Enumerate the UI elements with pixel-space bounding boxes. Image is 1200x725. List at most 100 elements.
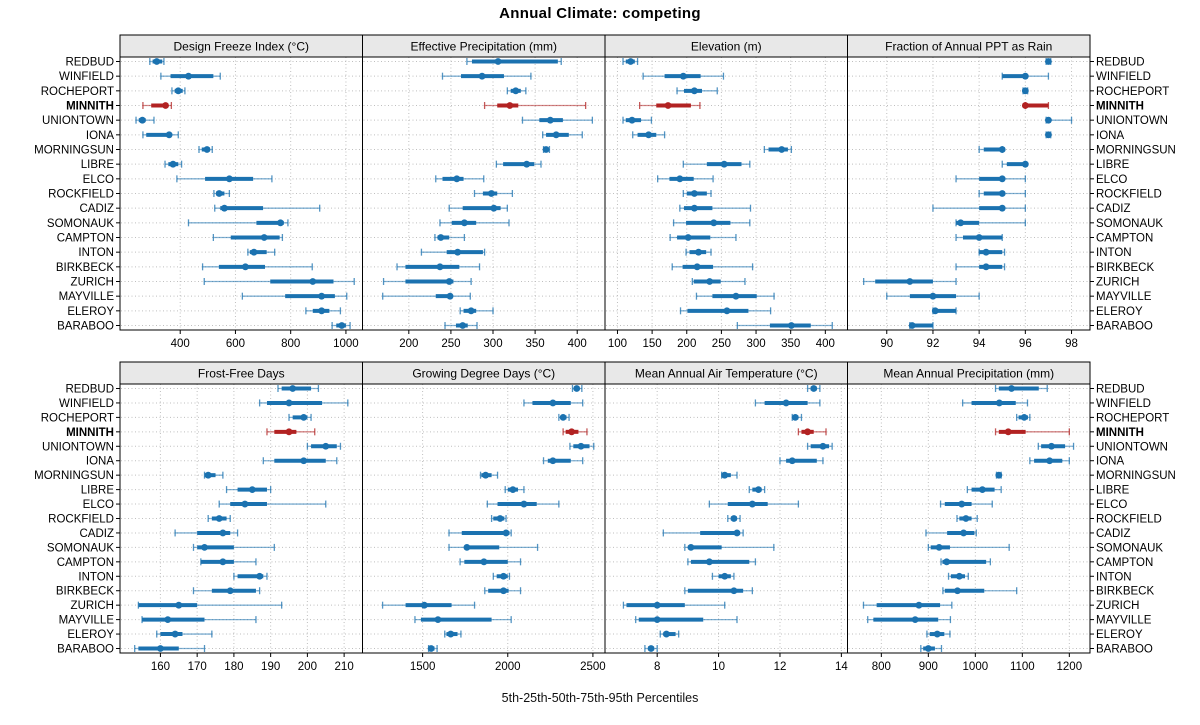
- median-dot: [1046, 457, 1053, 465]
- series-cadiz: [214, 204, 321, 212]
- median-dot: [955, 572, 963, 580]
- series-inton: [420, 248, 486, 256]
- median-dot: [720, 160, 728, 168]
- median-dot: [931, 307, 939, 315]
- x-tick-label: 800: [281, 338, 300, 350]
- median-dot: [153, 58, 161, 65]
- x-tick-label: 170: [188, 661, 207, 673]
- median-dot: [958, 500, 966, 508]
- panel-design-freeze-index-c: Design Freeze Index (°C) 400 600 800 1000: [119, 34, 363, 350]
- series-minnith: [483, 102, 587, 109]
- median-dot: [219, 529, 227, 537]
- median-dot: [577, 442, 585, 450]
- median-dot: [221, 204, 228, 212]
- station-label-left: REDBUD: [65, 384, 114, 396]
- median-dot: [204, 471, 212, 479]
- series-eleroy: [926, 630, 951, 638]
- median-dot: [787, 322, 795, 329]
- series-cadiz: [448, 529, 512, 537]
- series-campton: [687, 558, 757, 566]
- series-zurich: [381, 601, 476, 609]
- x-tick-label: 8: [654, 661, 660, 673]
- station-label-right: BARABOO: [1096, 644, 1153, 656]
- station-label-left: CAMPTON: [57, 557, 114, 569]
- median-dot: [185, 72, 192, 80]
- station-label-left: UNIONTOWN: [42, 441, 114, 453]
- series-baraboo: [444, 322, 478, 329]
- series-eleroy: [931, 307, 957, 315]
- series-baraboo: [736, 322, 833, 329]
- series-libre: [748, 486, 766, 494]
- series-uniontown: [622, 116, 653, 124]
- median-dot: [453, 175, 461, 183]
- series-morningsun: [763, 146, 793, 153]
- x-tick-label: 10: [712, 661, 725, 673]
- station-label-left: CADIZ: [80, 528, 115, 540]
- median-dot: [318, 292, 326, 300]
- series-redbud: [149, 58, 165, 65]
- series-elco: [218, 500, 327, 508]
- median-dot: [755, 486, 762, 494]
- median-dot: [164, 616, 172, 624]
- series-cadiz: [925, 529, 977, 537]
- median-dot: [810, 385, 818, 392]
- median-dot: [460, 219, 468, 227]
- series-baraboo: [427, 645, 438, 652]
- panel-mean-annual-air-temperature-c: Mean Annual Air Temperature (°C) 8 10 12 14: [604, 361, 848, 673]
- series-mayville: [141, 616, 257, 624]
- station-label-left: SOMONAUK: [47, 542, 114, 554]
- series-rocheport: [171, 87, 186, 95]
- panel-title: Frost-Free Days: [198, 367, 285, 381]
- median-dot: [653, 601, 661, 609]
- series-campton: [434, 234, 466, 241]
- x-tick-label: 1200: [1057, 661, 1083, 673]
- series-rocheport: [791, 413, 803, 421]
- x-tick-label: 250: [712, 338, 731, 350]
- median-dot: [662, 630, 670, 638]
- station-label-left: REDBUD: [65, 57, 114, 69]
- median-dot: [664, 102, 672, 109]
- station-label-right: ELCO: [1096, 499, 1127, 511]
- series-minnith: [797, 428, 827, 436]
- median-dot: [201, 543, 208, 551]
- series-eleroy: [305, 307, 342, 315]
- station-label-right: ROCHEPORT: [1096, 412, 1169, 424]
- panel-gridlines: [121, 57, 362, 330]
- series-morningsun: [479, 471, 499, 479]
- panel-gridlines: [848, 57, 1089, 330]
- median-dot: [804, 428, 811, 436]
- median-dot: [1021, 87, 1029, 95]
- series-rockfield: [682, 190, 712, 197]
- median-dot: [203, 146, 211, 153]
- x-tick-label: 200: [677, 338, 696, 350]
- median-dot: [687, 543, 695, 551]
- series-redbud: [571, 385, 583, 392]
- station-label-left: MORNINGSUN: [34, 470, 114, 482]
- station-label-right: WINFIELD: [1096, 71, 1151, 83]
- median-dot: [447, 630, 455, 638]
- x-tick-label: 1100: [1010, 661, 1035, 673]
- x-tick-label: 1500: [410, 661, 436, 673]
- series-elco: [176, 175, 273, 183]
- median-dot: [962, 515, 970, 522]
- station-label-left: ROCKFIELD: [48, 189, 114, 201]
- series-rocheport: [288, 413, 312, 421]
- median-dot: [1048, 442, 1055, 450]
- median-dot: [1008, 385, 1015, 392]
- series-eleroy: [156, 630, 213, 638]
- median-dot: [1045, 116, 1052, 124]
- station-label-right: IONA: [1096, 456, 1124, 468]
- median-dot: [998, 146, 1006, 153]
- station-label-right: ELCO: [1096, 174, 1127, 186]
- series-birkbeck: [201, 263, 313, 271]
- series-winfield: [160, 72, 221, 80]
- median-dot: [1021, 102, 1029, 109]
- series-inton: [978, 248, 1006, 256]
- median-dot: [549, 457, 557, 465]
- median-dot: [478, 72, 486, 80]
- series-eleroy: [459, 307, 494, 315]
- median-dot: [175, 601, 183, 609]
- series-elco: [955, 175, 1026, 183]
- series-campton: [669, 234, 737, 241]
- median-dot: [645, 131, 653, 139]
